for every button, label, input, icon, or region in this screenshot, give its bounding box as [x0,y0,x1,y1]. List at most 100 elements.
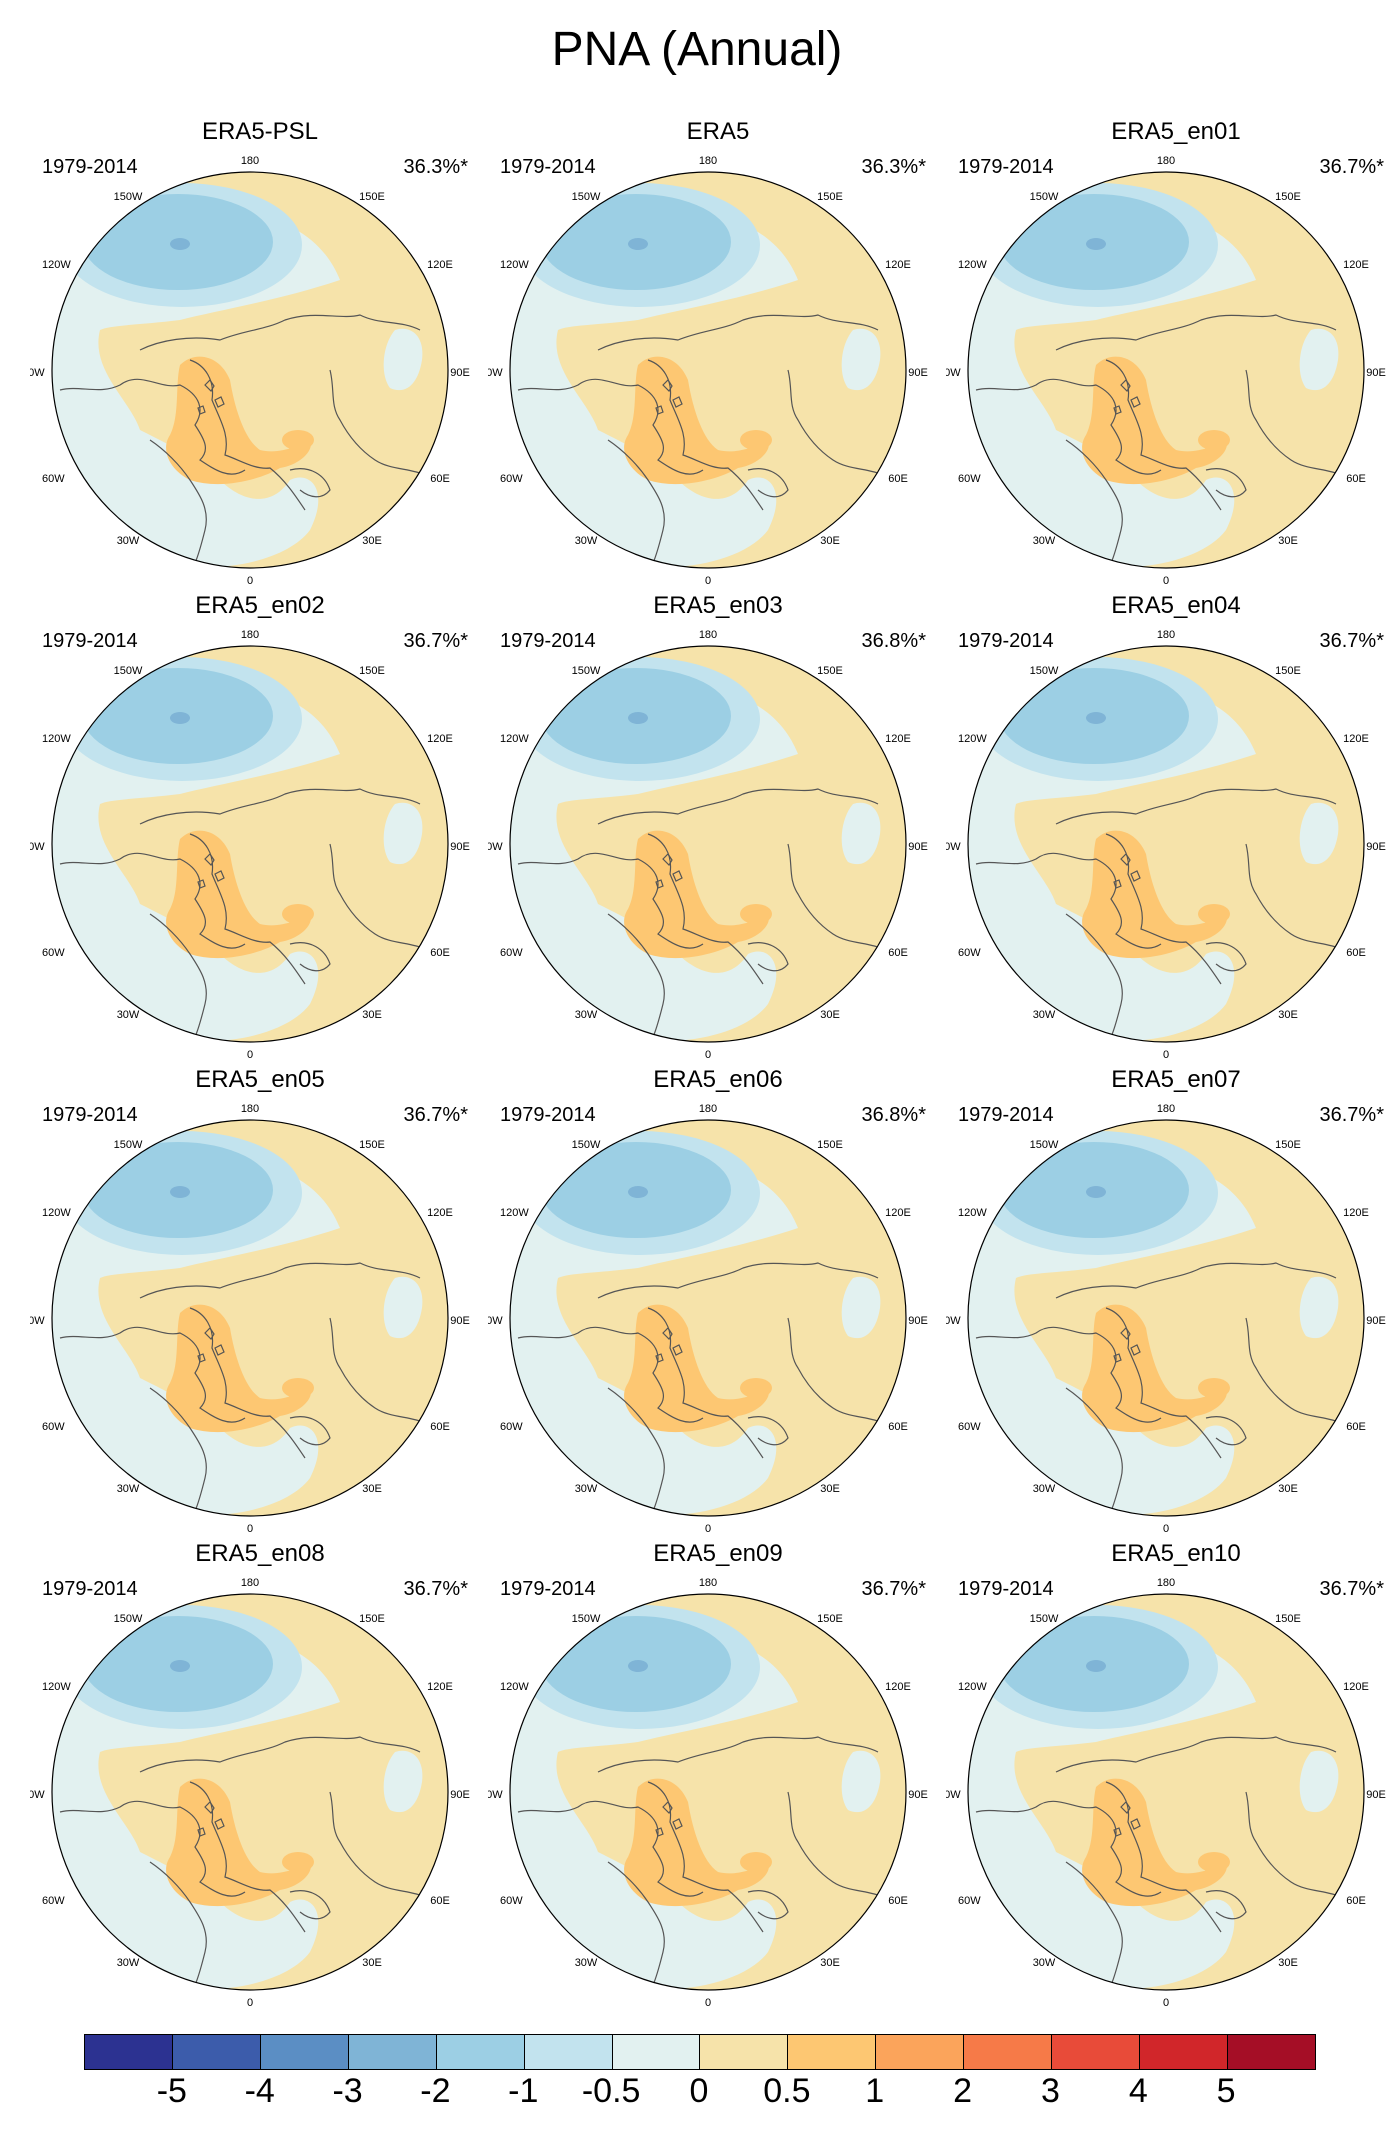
colorbar-swatch [611,2035,700,2069]
panel-variance-explained: 36.7%* [1319,630,1385,652]
colorbar-tick-label: 4 [1128,2072,1148,2110]
lon-label-90e: 90E [1366,1315,1386,1327]
figure-title: PNA (Annual) [551,23,843,76]
lon-label-150w: 150W [572,665,601,677]
panel-period: 1979-2014 [958,630,1054,652]
panel-period: 1979-2014 [500,156,596,178]
polar-map: 180 0 150W 150E 120W 120E 90W 90E 60W 60E 30W 30E [480,1103,928,1535]
lon-label-120e: 120E [1343,1681,1369,1693]
lon-label-120w: 120W [42,733,71,745]
map-panel: 180 0 150W 150E 120W 120E 90W 90E 60W 60E 30W 30E ER… [480,1066,948,1536]
lon-label-150w: 150W [1030,1139,1059,1151]
panel-title: ERA5_en10 [1111,1540,1241,1567]
map-panel: 180 0 150W 150E 120W 120E 90W 90E 60W 60E 30W 30E ER… [22,1066,490,1536]
panel-variance-explained: 36.3%* [403,156,469,178]
panel-period: 1979-2014 [958,1578,1054,1600]
lon-label-150e: 150E [817,191,843,203]
lon-label-0: 0 [247,1049,253,1061]
lon-label-150w: 150W [572,1139,601,1151]
lon-label-30e: 30E [1278,1483,1298,1495]
lon-label-150e: 150E [359,665,385,677]
lon-label-0: 0 [247,575,253,587]
lon-label-30w: 30W [1033,1483,1056,1495]
polar-map: 180 0 150W 150E 120W 120E 90W 90E 60W 60E 30W 30E [22,155,470,587]
lon-label-90e: 90E [1366,1789,1386,1801]
lon-label-180: 180 [699,155,717,167]
lon-label-60e: 60E [430,1895,450,1907]
lon-label-120e: 120E [427,259,453,271]
lon-label-90e: 90E [450,1789,470,1801]
lon-label-30e: 30E [1278,1009,1298,1021]
colorbar-swatch [171,2035,260,2069]
colorbar-tick-label: 3 [1040,2072,1060,2110]
lon-label-90w: 90W [488,841,503,853]
panel-variance-explained: 36.8%* [861,1104,927,1126]
lon-label-60e: 60E [430,947,450,959]
lon-label-30w: 30W [1033,535,1056,547]
panel-period: 1979-2014 [42,630,138,652]
lon-label-60e: 60E [430,473,450,485]
colorbar-tick-label: -1 [508,2072,539,2110]
lon-label-60e: 60E [430,1421,450,1433]
lon-label-60e: 60E [1346,1421,1366,1433]
map-panel: 180 0 150W 150E 120W 120E 90W 90E 60W 60E 30W 30E ER… [22,592,490,1062]
lon-label-0: 0 [705,1523,711,1535]
lon-label-120w: 120W [42,259,71,271]
lon-label-30w: 30W [575,1957,598,1969]
lon-label-60w: 60W [958,473,981,485]
lon-label-120e: 120E [427,733,453,745]
lon-label-180: 180 [241,629,259,641]
panel-title: ERA5_en04 [1111,592,1241,619]
lon-label-150e: 150E [1275,1613,1301,1625]
lon-label-90w: 90W [30,1789,45,1801]
lon-label-150e: 150E [1275,665,1301,677]
panel-title: ERA5_en07 [1111,1066,1241,1093]
colorbar-tick-label: -2 [420,2072,451,2110]
lon-label-180: 180 [699,629,717,641]
panel-period: 1979-2014 [500,1578,596,1600]
lon-label-90w: 90W [946,841,961,853]
lon-label-90e: 90E [1366,841,1386,853]
polar-map: 180 0 150W 150E 120W 120E 90W 90E 60W 60E 30W 30E [480,155,928,587]
lon-label-60e: 60E [1346,1895,1366,1907]
polar-map: 180 0 150W 150E 120W 120E 90W 90E 60W 60E 30W 30E [22,1103,470,1535]
polar-map: 180 0 150W 150E 120W 120E 90W 90E 60W 60E 30W 30E [938,155,1386,587]
panel-title: ERA5-PSL [201,118,319,145]
colorbar-tick-label: 0 [689,2072,709,2110]
panel-period: 1979-2014 [42,156,138,178]
lon-label-60e: 60E [1346,947,1366,959]
lon-label-180: 180 [1157,1103,1175,1115]
lon-label-30w: 30W [575,1009,598,1021]
lon-label-90e: 90E [450,367,470,379]
lon-label-180: 180 [699,1103,717,1115]
lon-label-150e: 150E [817,1139,843,1151]
lon-label-60w: 60W [500,473,523,485]
polar-map: 180 0 150W 150E 120W 120E 90W 90E 60W 60E 30W 30E [22,629,470,1061]
colorbar-swatch [1051,2035,1140,2069]
lon-label-120e: 120E [427,1681,453,1693]
lon-label-180: 180 [241,1103,259,1115]
panel-title: ERA5_en01 [1111,118,1241,145]
lon-label-0: 0 [705,1997,711,2009]
lon-label-60w: 60W [500,947,523,959]
lon-label-30w: 30W [1033,1957,1056,1969]
lon-label-90w: 90W [488,367,503,379]
lon-label-0: 0 [247,1997,253,2009]
colorbar-tick-label: 2 [953,2072,973,2110]
lon-label-150w: 150W [1030,1613,1059,1625]
lon-label-150w: 150W [572,191,601,203]
map-panel: 180 0 150W 150E 120W 120E 90W 90E 60W 60E 30W 30E ER… [938,1066,1394,1536]
lon-label-60e: 60E [888,473,908,485]
polar-map: 180 0 150W 150E 120W 120E 90W 90E 60W 60E 30W 30E [480,629,928,1061]
colorbar-tick-label: 1 [865,2072,885,2110]
panel-period: 1979-2014 [42,1578,138,1600]
lon-label-30e: 30E [1278,535,1298,547]
panel-variance-explained: 36.7%* [1319,1578,1385,1600]
polar-map: 180 0 150W 150E 120W 120E 90W 90E 60W 60E 30W 30E [938,1103,1386,1535]
lon-label-150w: 150W [114,665,143,677]
lon-label-90w: 90W [946,1789,961,1801]
colorbar-tick-label: -0.5 [581,2072,641,2110]
lon-label-30e: 30E [820,1957,840,1969]
lon-label-60w: 60W [42,473,65,485]
panel-variance-explained: 36.7%* [403,1104,469,1126]
